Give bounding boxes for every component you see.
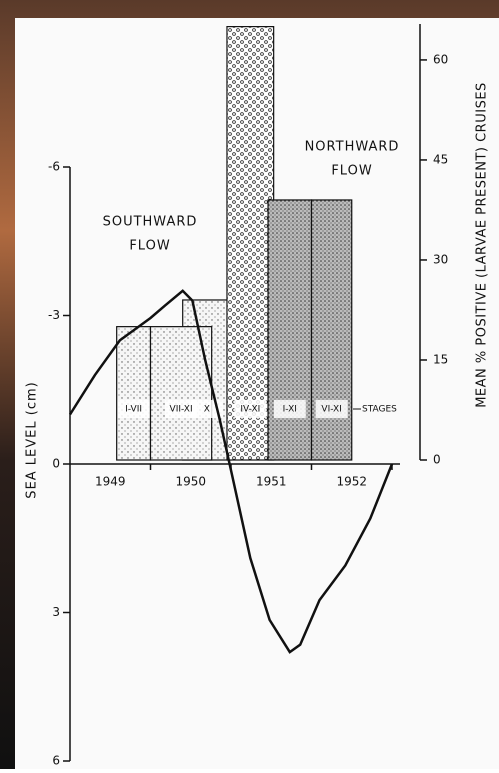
y2-tick-label: 45 (433, 152, 448, 166)
bar-label-bg (165, 400, 198, 418)
y-tick-label: 6 (52, 754, 60, 768)
bar-label: VI-XI (321, 405, 341, 415)
bar-label: X (204, 405, 210, 415)
northward-label: NORTHWARD (305, 140, 400, 155)
x-tick-label: 1952 (336, 475, 367, 489)
y-axis-label: SEA LEVEL (cm) (25, 381, 40, 498)
southward-label: SOUTHWARD (103, 215, 198, 230)
bar-label: I-VII (125, 405, 142, 415)
sea-level-line (68, 289, 394, 654)
bar-label: I-XI (283, 405, 297, 415)
y2-tick-label: 60 (433, 52, 448, 66)
x-tick-label: 1950 (175, 475, 206, 489)
y-tick-label: 3 (52, 605, 60, 619)
y2-tick-label: 15 (433, 352, 448, 366)
y-tick-label: -3 (48, 308, 60, 322)
y2-tick-label: 30 (433, 252, 448, 266)
bar-label-bg (315, 400, 348, 418)
southward-label: FLOW (129, 239, 170, 254)
x-tick-label: 1951 (256, 475, 287, 489)
bar-label: IV-XI (240, 405, 260, 415)
bar-label: VII-XI (170, 405, 193, 415)
bar-label-bg (234, 400, 267, 418)
bar (267, 199, 313, 461)
x-tick-label: 1949 (95, 475, 126, 489)
bar (310, 199, 353, 461)
y-tick-label: -6 (48, 160, 60, 174)
northward-label: FLOW (331, 164, 372, 179)
bar (226, 26, 275, 461)
y2-axis-label: MEAN % POSITIVE (LARVAE PRESENT) CRUISES (475, 82, 490, 408)
y-tick-label: 0 (52, 457, 60, 471)
stages-label: STAGES (362, 405, 397, 415)
bar (116, 326, 152, 461)
bar-label-bg (273, 400, 306, 418)
bar-label-bg (117, 400, 150, 418)
bar (149, 326, 213, 461)
y2-tick-label: 0 (433, 453, 441, 467)
